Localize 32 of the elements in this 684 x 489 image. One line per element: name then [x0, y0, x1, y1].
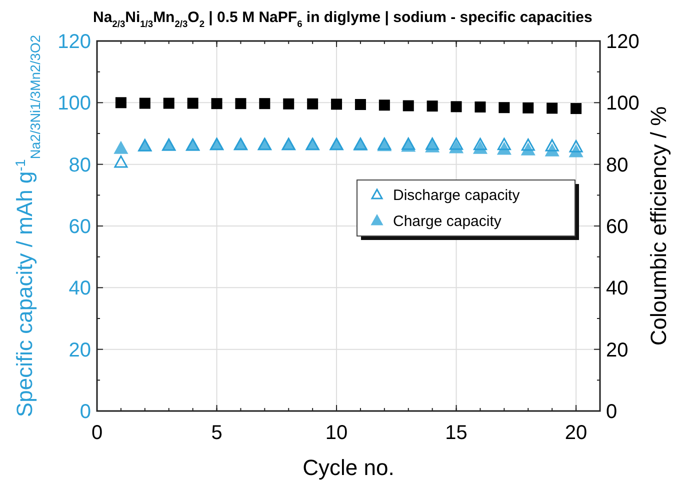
y2-tick-label: 40 — [606, 278, 628, 300]
point — [450, 138, 464, 150]
y-tick-label: 40 — [68, 278, 91, 300]
point — [114, 142, 128, 154]
y-tick-label: 80 — [68, 154, 91, 176]
legend-label: Charge capacity — [393, 213, 502, 230]
y2-tick-label: 20 — [606, 339, 628, 362]
point — [497, 138, 511, 150]
x-axis-title: Cycle no. — [302, 455, 394, 480]
point — [521, 138, 535, 151]
x-tick-label: 5 — [211, 422, 222, 444]
point — [426, 138, 440, 150]
chart-title: Na$_{2/3}$Ni$_{1/3}$Mn$_{2/3}$O$_{2}$ | 0.5 M NaPF$_{6}$ in diglyme | sodium - specific capacities — [93, 9, 592, 29]
y-tick-label: 60 — [68, 216, 91, 238]
x-tick-label: 10 — [325, 422, 348, 444]
y2-tick-label: 0 — [606, 401, 618, 423]
y2-tick-label: 120 — [606, 31, 640, 53]
legend-label: Discharge capacity — [393, 187, 520, 204]
point — [473, 138, 487, 150]
y2-tick-label: 100 — [606, 92, 640, 115]
y-tick-label: 120 — [58, 31, 91, 53]
y-tick-label: 100 — [58, 92, 91, 115]
x-tick-label: 20 — [564, 422, 588, 444]
y2-tick-label: 80 — [606, 154, 628, 176]
y2-axis-title: Coloumbic efficiency / % — [646, 106, 671, 346]
point — [569, 140, 583, 152]
point — [545, 139, 559, 152]
y2-tick-label: 60 — [606, 216, 628, 238]
x-tick-label: 15 — [445, 422, 468, 444]
y-tick-label: 0 — [80, 401, 91, 423]
point — [114, 155, 128, 168]
y-tick-label: 20 — [68, 339, 91, 362]
